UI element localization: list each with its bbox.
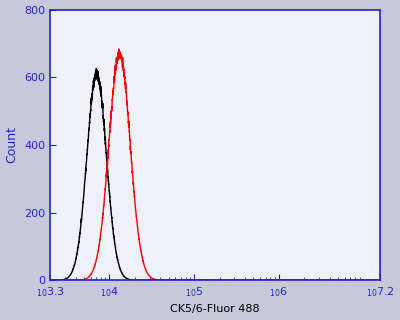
X-axis label: CK5/6-Fluor 488: CK5/6-Fluor 488 <box>170 304 260 315</box>
Y-axis label: Count: Count <box>6 126 18 164</box>
